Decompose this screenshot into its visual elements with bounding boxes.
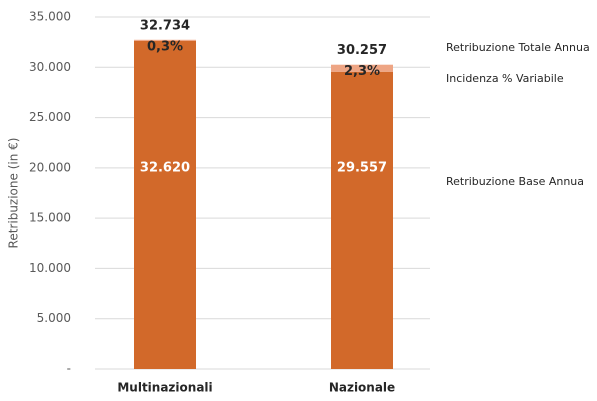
base-value-label: 32.620 [140,161,190,176]
x-tick-label: Nazionale [329,381,395,395]
base-value-label: 29.557 [337,161,387,176]
x-tick-label: Multinazionali [117,381,212,395]
y-tick-label: 30.000 [29,60,71,74]
y-tick-label: 10.000 [29,261,71,275]
base-label: Retribuzione Base Annua [446,175,584,188]
total-label: 32.734 [140,18,190,33]
bar-segment [331,71,393,369]
y-tick-label: 25.000 [29,110,71,124]
total-label: 30.257 [337,43,387,58]
bar-segment [134,39,196,41]
bar-segment [331,64,393,72]
y-tick-label: - [67,362,71,376]
y-axis-title: Retribuzione (in €) [7,138,21,249]
y-tick-label: 20.000 [29,160,71,174]
totals-label: Retribuzione Totale Annua [446,41,590,54]
share-value-label: 2,3% [344,64,380,79]
bar-segment [134,40,196,369]
y-tick-label: 35.000 [29,10,71,24]
y-tick-label: 5.000 [37,311,71,325]
share-value-label: 0,3% [147,39,183,54]
y-tick-label: 15.000 [29,211,71,225]
share-label: Incidenza % Variabile [446,72,564,85]
